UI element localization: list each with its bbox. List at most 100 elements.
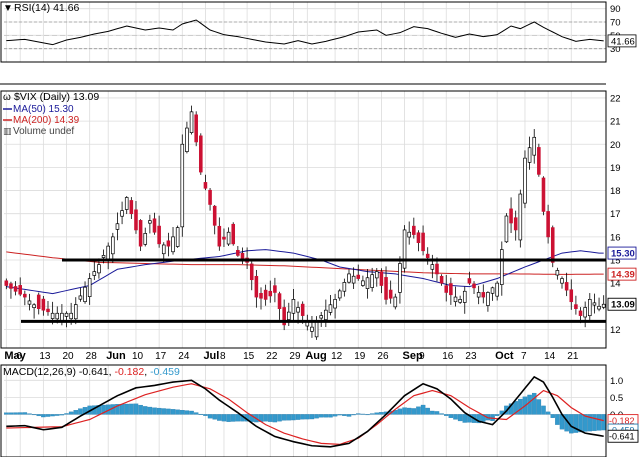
macd-histogram-bar [281, 414, 287, 421]
rsi-current-label: 41.66 [611, 36, 635, 47]
macd-histogram-bar [73, 410, 79, 415]
candle-down [435, 263, 439, 275]
candle-up [337, 290, 342, 299]
x-tick-label: 26 [377, 351, 389, 362]
candle-down [439, 275, 444, 284]
price-legend-title: $VIX (Daily) 13.09 [14, 91, 99, 103]
macd-histogram-bar [184, 410, 190, 415]
candle-up [83, 286, 87, 303]
candle-down [416, 232, 421, 244]
candle-up [175, 227, 180, 247]
macd-histogram-bar [161, 408, 166, 415]
rsi-current-box [607, 34, 637, 48]
candle-down [203, 182, 208, 189]
x-tick-label: 6 [16, 351, 22, 362]
candle-down [46, 308, 50, 313]
macd-line [6, 375, 604, 448]
candle-up [296, 307, 300, 313]
macd-histogram-bar [277, 414, 282, 422]
rsi-panel [4, 19, 606, 50]
candle-down [356, 274, 361, 279]
macd-histogram-bar [555, 414, 560, 425]
macd-histogram-bar [541, 405, 546, 415]
macd-histogram-bar [416, 406, 421, 415]
rsi-line [6, 19, 604, 46]
macd-histogram-bar [115, 404, 120, 415]
macd-histogram-bar [64, 413, 69, 415]
candle-up [398, 263, 402, 293]
candle-up [458, 299, 462, 303]
rsi-legend: RSI(14) 41.66 [14, 2, 80, 14]
candle-up [73, 304, 78, 320]
candle-down [574, 304, 578, 309]
macd-histogram-bar [545, 411, 551, 415]
candle-up [342, 282, 347, 292]
candle-down [240, 252, 245, 260]
x-tick-label: Aug [305, 350, 326, 362]
macd-histogram-bar [291, 414, 296, 421]
macd-histogram-bar [596, 414, 602, 431]
macd-histogram-bar [68, 411, 74, 415]
price-tick-label: 20 [610, 140, 621, 151]
candle-up [226, 231, 231, 245]
text-layer: ▼ RSI(14) 41.66 ω $VIX (Daily) 13.09 MA(… [3, 2, 180, 378]
x-tick-label: 24 [178, 351, 190, 362]
candle-up [64, 312, 69, 317]
candle-down [231, 223, 236, 245]
macd-histogram-bar [587, 414, 593, 432]
candle-up [407, 231, 411, 238]
candle-up [115, 223, 120, 230]
candle-down [249, 263, 254, 281]
price-tick-label: 16 [610, 232, 621, 243]
macd-histogram-bar [439, 413, 444, 415]
macd-histogram-bar [180, 409, 185, 415]
macd-histogram-bar [393, 409, 398, 415]
x-tick-label: May [4, 350, 26, 362]
candle-up [27, 300, 32, 305]
candle-down [481, 292, 486, 298]
candle-up [111, 236, 115, 255]
candle-down [384, 277, 388, 300]
macd-histogram-bar [342, 414, 347, 416]
macd-histogram-bar [31, 414, 37, 416]
candle-up [453, 296, 458, 303]
candle-up [324, 309, 328, 320]
candle-up [597, 305, 601, 310]
macd-histogram-bar [360, 413, 366, 415]
candle-down [263, 289, 268, 300]
macd-histogram-bar [305, 414, 310, 420]
macd-histogram-bar [444, 414, 449, 416]
macd-value-tag-label: -0.641 [609, 432, 635, 442]
grid-layer [4, 2, 606, 457]
price-tick-label: 18 [610, 186, 621, 197]
macd-histogram-bar [374, 412, 380, 415]
macd-histogram-bar [513, 401, 518, 415]
macd-histogram-bar [175, 409, 180, 415]
macd-histogram-bar [411, 408, 417, 415]
candle-up [601, 303, 606, 308]
candle-down [421, 232, 425, 252]
candle-up [161, 244, 166, 255]
candle-up [189, 111, 194, 133]
candle-up [462, 290, 467, 303]
x-tick-label: 29 [289, 351, 301, 362]
candle-down [222, 236, 226, 240]
macd-histogram-bar [356, 413, 361, 415]
last-price-tag-label: 13.09 [611, 300, 635, 311]
ma50-legend: MA(50) 15.30 [13, 104, 74, 115]
price-tick-label: 12 [610, 325, 621, 336]
x-tick-label: 19 [354, 351, 366, 362]
candle-up [430, 264, 435, 270]
macd-histogram-bar [166, 408, 171, 415]
macd-histogram-bar [101, 404, 106, 415]
candle-up [120, 210, 124, 217]
macd-histogram-bar [582, 414, 588, 432]
candle-down [138, 220, 143, 247]
candle-down [254, 275, 259, 298]
macd-histogram-bar [78, 408, 83, 415]
macd-histogram-bar [286, 414, 292, 421]
macd-histogram-bar [295, 414, 301, 420]
candle-up [180, 143, 185, 228]
candle-up [328, 304, 333, 313]
candle-up [588, 299, 592, 317]
